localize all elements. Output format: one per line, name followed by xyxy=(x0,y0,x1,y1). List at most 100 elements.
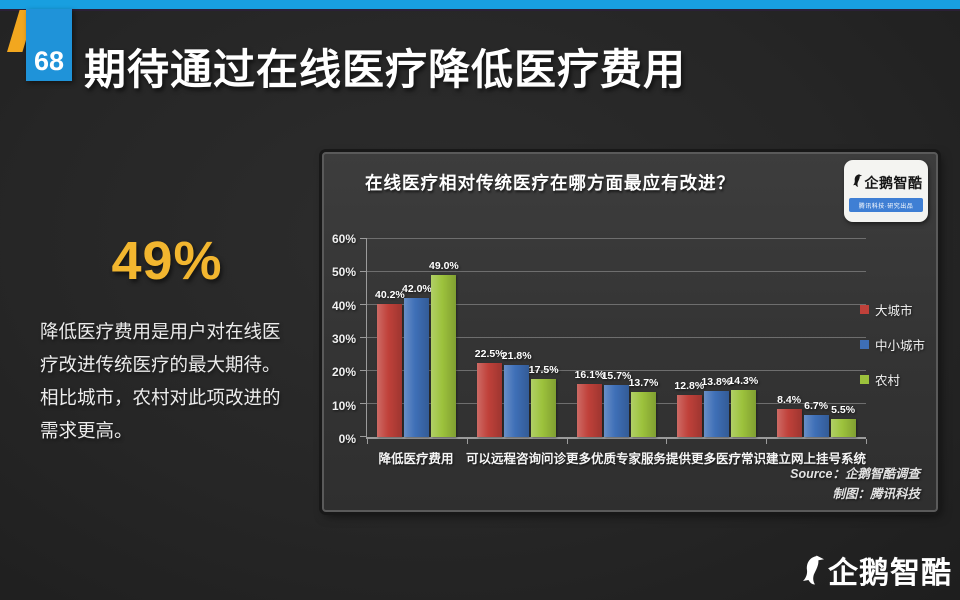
category-label: 降低医疗费用 xyxy=(378,452,454,466)
y-axis-tick-label: 60% xyxy=(331,232,356,246)
bar-中小城市: 21.8% xyxy=(502,350,532,437)
badge-tagline: 腾讯科技·研究出品 xyxy=(849,198,923,212)
x-axis-tick-mark xyxy=(367,439,368,444)
plot-wrap: 0% 10% 20% 30% 40% 50% 60% 40.2% 42.0% 49.0% 22.5… xyxy=(332,232,867,466)
bar-农村: 49.0% xyxy=(429,260,459,437)
y-axis-labels: 0% 10% 20% 30% 40% 50% 60% xyxy=(320,232,360,446)
bar-group: 22.5% 21.8% 17.5% xyxy=(467,239,567,437)
x-axis-tick-mark xyxy=(466,439,468,444)
bar-中小城市: 15.7% xyxy=(602,370,631,437)
y-axis-tick-label: 10% xyxy=(331,398,356,413)
bar-group: 16.1% 15.7% 13.7% xyxy=(567,239,667,437)
legend: 大城市 中小城市 农村 xyxy=(860,300,934,405)
stat-highlight: 49% xyxy=(111,231,223,291)
bar-value-label: 40.2% xyxy=(375,289,405,302)
y-axis-tick-label: 20% xyxy=(331,365,356,380)
left-text-column: 49% 降低医疗费用是用户对在线医疗改进传统医疗的最大期待。相比城市，农村对此项… xyxy=(40,230,294,448)
bar-大城市: 12.8% xyxy=(674,380,704,437)
chart-title: 在线医疗相对传统医疗在哪方面最应有改进？ xyxy=(365,173,735,193)
legend-item: 大城市 xyxy=(860,300,934,319)
bar-中小城市: 13.8% xyxy=(701,376,731,437)
legend-item: 中小城市 xyxy=(860,335,934,354)
gridline xyxy=(367,337,866,338)
y-axis-tick-label: 40% xyxy=(331,298,356,313)
bar-value-label: 42.0% xyxy=(402,283,432,296)
bar-groups: 40.2% 42.0% 49.0% 22.5% 21.8% 17.5% 16.1% 15.7%… xyxy=(367,239,866,437)
category-label: 更多优质专家服务 xyxy=(565,452,666,466)
bar-value-label: 5.5% xyxy=(831,403,856,416)
bar-value-label: 6.7% xyxy=(804,399,829,412)
y-axis-tick-label: 0% xyxy=(338,432,356,446)
chart-panel: 在线医疗相对传统医疗在哪方面最应有改进？ 企鹅智酷 腾讯科技·研究出品 0% 10… xyxy=(322,152,938,512)
slide-title: 期待通过在线医疗降低医疗费用 xyxy=(84,46,687,93)
bar-value-label: 15.7% xyxy=(601,370,632,383)
bar-农村: 13.7% xyxy=(629,377,658,437)
badge-logo-text: 企鹅智酷 xyxy=(864,175,923,191)
bar-value-label: 12.8% xyxy=(674,379,705,392)
y-axis-tick-mark xyxy=(360,304,367,306)
footer-logo-text: 企鹅智酷 xyxy=(828,557,952,590)
y-axis-tick-mark xyxy=(360,436,367,437)
penguin-icon xyxy=(850,173,863,193)
gridline xyxy=(367,271,866,272)
category-label: 提供更多医疗常识 xyxy=(665,452,766,466)
brand-badge: 企鹅智酷 腾讯科技·研究出品 xyxy=(844,160,928,222)
x-axis-tick-mark xyxy=(766,439,768,444)
legend-item: 农村 xyxy=(860,370,934,389)
bar-value-label: 13.7% xyxy=(628,376,659,389)
bar-大城市: 40.2% xyxy=(375,289,405,437)
legend-marker xyxy=(860,340,869,349)
bar-value-label: 16.1% xyxy=(574,368,605,381)
x-axis-tick-mark xyxy=(866,439,867,444)
y-axis-tick-label: 50% xyxy=(331,265,356,280)
bar-农村: 17.5% xyxy=(529,364,559,437)
bar-农村: 14.3% xyxy=(728,375,758,437)
bar-中小城市: 42.0% xyxy=(402,283,432,437)
penguin-icon xyxy=(796,553,826,587)
legend-marker xyxy=(860,375,869,384)
bar-group: 8.4% 6.7% 5.5% xyxy=(766,239,866,437)
top-accent-bar xyxy=(0,0,960,11)
category-label: 可以远程咨询问诊 xyxy=(465,452,566,466)
x-axis-tick-mark xyxy=(566,439,568,444)
legend-marker xyxy=(860,305,869,314)
bar-农村: 5.5% xyxy=(830,404,856,437)
category-label: 建立网上挂号系统 xyxy=(765,452,866,466)
gridline xyxy=(367,304,866,306)
bar-value-label: 22.5% xyxy=(474,347,505,360)
y-axis-tick-mark xyxy=(360,403,367,405)
bar-大城市: 8.4% xyxy=(776,394,802,437)
page-number: 68 xyxy=(33,46,65,76)
bar-value-label: 17.5% xyxy=(528,364,559,377)
bar-中小城市: 6.7% xyxy=(803,400,829,437)
bar-group: 40.2% 42.0% 49.0% xyxy=(367,239,467,437)
legend-label: 中小城市 xyxy=(875,339,926,353)
y-axis-tick-label: 30% xyxy=(331,332,356,346)
gridline xyxy=(367,238,866,239)
x-axis-tick-mark xyxy=(666,439,668,444)
bar-value-label: 49.0% xyxy=(429,260,459,273)
source-line-2: 制图：腾讯科技 xyxy=(832,486,920,501)
plot-area: 40.2% 42.0% 49.0% 22.5% 21.8% 17.5% 16.1% 15.7%… xyxy=(360,238,867,444)
bar-value-label: 8.4% xyxy=(777,394,802,407)
bar-大城市: 22.5% xyxy=(475,348,505,437)
bar-大城市: 16.1% xyxy=(575,369,604,437)
bar-value-label: 21.8% xyxy=(501,350,532,363)
footer-brand-logo: 企鹅智酷 xyxy=(796,548,952,592)
gridline xyxy=(367,370,866,372)
y-axis-tick-mark xyxy=(360,271,367,272)
bar-group: 12.8% 13.8% 14.3% xyxy=(666,239,766,437)
legend-label: 农村 xyxy=(875,374,901,388)
y-axis-tick-mark xyxy=(360,370,367,372)
y-axis-tick-mark xyxy=(360,337,367,338)
body-text: 降低医疗费用是用户对在线医疗改进传统医疗的最大期待。相比城市，农村对此项改进的需… xyxy=(40,321,281,441)
page-number-tab: 68 xyxy=(26,9,72,81)
source-note: Source：企鹅智酷调查 制图：腾讯科技 xyxy=(790,465,920,504)
bar-value-label: 13.8% xyxy=(701,376,732,389)
bar-value-label: 14.3% xyxy=(728,374,759,387)
legend-label: 大城市 xyxy=(875,304,913,318)
y-axis-tick-mark xyxy=(360,238,367,239)
x-axis-labels: 降低医疗费用 可以远程咨询问诊 更多优质专家服务 提供更多医疗常识 建立网上挂号系统 xyxy=(366,448,866,467)
source-line-1: Source：企鹅智酷调查 xyxy=(790,467,920,482)
